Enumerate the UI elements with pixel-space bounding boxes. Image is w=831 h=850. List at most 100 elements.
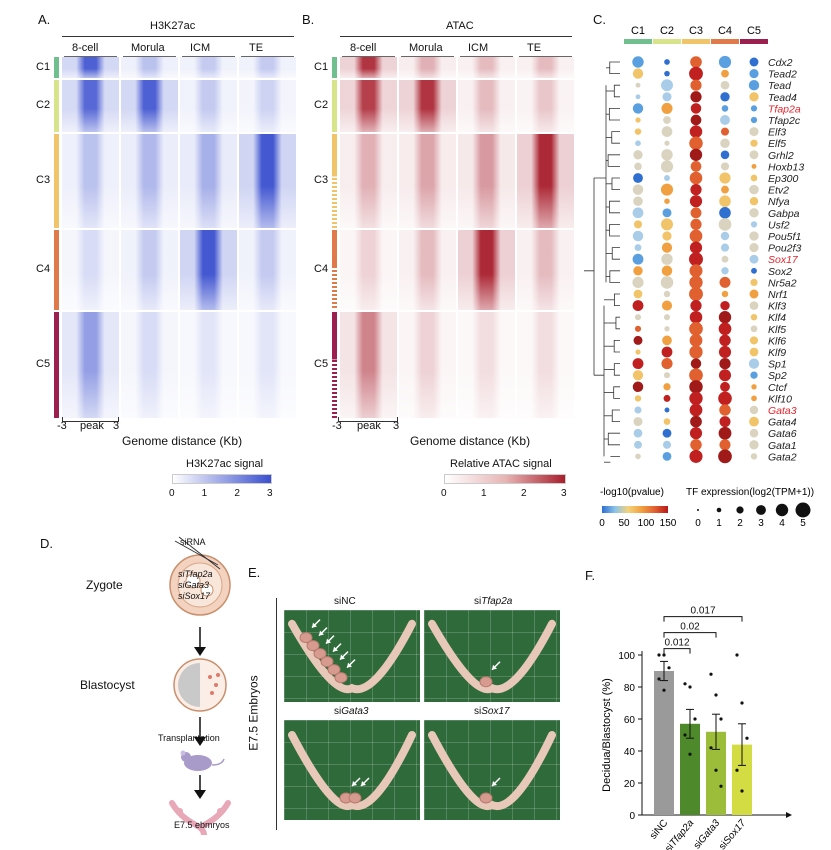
panel-a-xlabel: Genome distance (Kb): [122, 434, 243, 448]
data-point-sisox17: [745, 736, 749, 740]
dot-klf6-c2: [662, 335, 672, 346]
dot-klf4-c5: [750, 313, 758, 321]
stage-underline: [342, 56, 395, 57]
dot-nfya-c2: [664, 198, 670, 204]
cluster-color-bar-c2: [332, 80, 337, 132]
gene-label-cdx2: Cdx2: [768, 57, 793, 69]
panel-c-cluster-color-c4: [711, 39, 739, 44]
cluster-color-bar-c1: [332, 57, 337, 78]
data-point-sigata3: [719, 717, 723, 721]
x-tick-label-sisox17: siSox17: [717, 818, 749, 850]
heatmap-block-c4-morula: [121, 230, 178, 310]
sirna-item-sox17: siSox17: [178, 591, 211, 601]
dot-hoxb13-c1: [634, 162, 642, 171]
dot-klf5-c4: [718, 322, 732, 336]
dot-pou2f3-c3: [689, 241, 703, 254]
embryo-photo-sisox17: [424, 720, 560, 820]
gene-label-gabpa: Gabpa: [768, 208, 800, 220]
cluster-color-bar-c5: [332, 312, 337, 418]
heatmap-block-c5-te: [239, 312, 296, 418]
dot-klf5-c1: [634, 325, 642, 332]
heatmap-block-c5-morula: [399, 312, 456, 418]
dot-pou2f3-c4: [720, 243, 730, 252]
dot-gata6-c4: [718, 426, 732, 440]
dot-gata2-c2: [662, 452, 672, 461]
panel-c-dotplot: C1 C2 C3 C4 C5 Cdx2Tead2TeadTead4Tfap2aTfap2c…: [584, 25, 814, 529]
dot-gata4-c4: [719, 416, 731, 428]
data-point-sigata3: [709, 746, 713, 750]
dot-sox2-c5: [751, 267, 757, 274]
dot-tead4-c2: [662, 92, 672, 102]
legend-pvalue-tick: 50: [618, 518, 630, 529]
dot-ep300-c4: [719, 172, 731, 184]
dot-elf3-c4: [720, 127, 730, 136]
cluster-label-c1: C1: [36, 60, 51, 73]
dot-sp1-c3: [690, 358, 702, 369]
heatmap-block-c5-8-cell: [62, 312, 119, 418]
dot-usf2-c4: [718, 218, 732, 231]
panel-b-xtick-left: -3: [332, 420, 342, 432]
gene-label-ctcf: Ctcf: [768, 382, 788, 394]
cluster-label-c2: C2: [314, 99, 329, 111]
gene-label-sp2: Sp2: [768, 370, 787, 382]
dot-sp1-c2: [661, 358, 673, 370]
zygote-label: Zygote: [86, 578, 123, 592]
dot-cdx2-c2: [664, 59, 670, 65]
panel-a-title: H3K27ac: [150, 20, 196, 32]
stage-label-8-cell: 8-cell: [72, 42, 99, 54]
heatmap-block-c1-te: [239, 57, 296, 78]
dot-tfap2c-c4: [720, 115, 730, 125]
heatmap-block-c3-te: [239, 134, 296, 228]
dot-etv2-c1: [632, 184, 644, 195]
dot-tfap2c-c5: [750, 116, 758, 124]
stage-label-icm: ICM: [468, 42, 489, 54]
gene-label-usf2: Usf2: [768, 219, 790, 231]
gene-label-klf4: Klf4: [768, 312, 786, 324]
gene-label-gata3: Gata3: [768, 405, 797, 417]
photo-title-sigata3: siGata3: [334, 706, 369, 717]
legend-size-tick: 5: [800, 518, 806, 529]
data-point-sinc: [662, 653, 666, 657]
heatmap-block-c3-icm: [458, 134, 515, 228]
heatmap-block-c1-8-cell: [62, 57, 119, 78]
stage-label-morula: Morula: [131, 42, 165, 54]
arrow-down-icon: [194, 790, 206, 799]
heatmap-block-c2-icm: [180, 80, 237, 132]
dot-grhl2-c4: [720, 150, 730, 160]
cluster-label-c1: C1: [314, 60, 329, 73]
legend-size-dot: [795, 502, 811, 518]
dot-sox17-c5: [749, 254, 759, 264]
heatmap-block-c3-8-cell: [340, 134, 397, 228]
dot-klf10-c5: [751, 395, 757, 402]
heatmap-block-c2-morula: [399, 80, 456, 132]
dot-klf4-c4: [718, 311, 732, 324]
gene-label-tead4: Tead4: [768, 92, 797, 104]
dot-klf9-c4: [718, 345, 732, 359]
dot-tfap2a-c5: [750, 105, 758, 112]
dot-pou5f1-c3: [689, 229, 703, 243]
significance-bracket-sisox17: [663, 616, 743, 622]
dot-tead4-c4: [720, 92, 730, 102]
gene-label-pou5f1: Pou5f1: [768, 231, 801, 243]
dot-sox2-c1: [633, 266, 643, 276]
x-tick-label-sinc: siNC: [648, 818, 670, 842]
dot-klf3-c4: [720, 300, 730, 311]
gene-label-hoxb13: Hoxb13: [768, 161, 804, 173]
embryos-label: E7.5 ebmryos: [174, 820, 230, 830]
dot-ep300-c5: [750, 174, 758, 182]
panel-b-letter: B.: [302, 12, 315, 27]
dot-grhl2-c3: [689, 148, 703, 161]
dot-gata4-c2: [663, 418, 671, 425]
dot-klf6-c1: [633, 335, 643, 345]
data-point-sinc: [657, 677, 661, 681]
dot-sox17-c1: [632, 253, 644, 265]
dot-tead2-c1: [632, 68, 644, 79]
dot-nr5a2-c3: [689, 275, 703, 290]
panel-a-xtick-peak: peak: [80, 420, 104, 432]
heatmap-block-c4-icm: [458, 230, 515, 310]
dot-ctcf-c5: [751, 384, 757, 390]
dot-sox2-c2: [661, 265, 673, 277]
heatmap-block-c1-morula: [121, 57, 178, 78]
cluster-color-bar-c3: [332, 134, 337, 228]
dot-tead-c5: [748, 79, 760, 91]
